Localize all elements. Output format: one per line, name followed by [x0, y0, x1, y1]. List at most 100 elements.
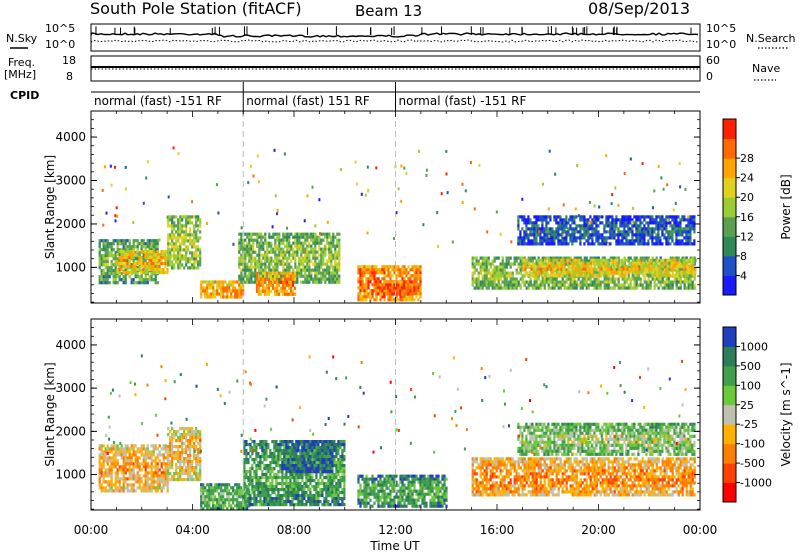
- data-cell: [244, 271, 247, 275]
- data-cell: [338, 250, 341, 254]
- data-cell: [379, 298, 382, 302]
- data-cell: [587, 227, 590, 231]
- data-cell: [258, 259, 261, 263]
- data-cell: [324, 280, 327, 284]
- data-cell: [581, 286, 584, 290]
- data-cell: [573, 215, 576, 219]
- data-cell: [252, 259, 255, 263]
- data-cell: [189, 448, 192, 452]
- scatter-cell: [437, 244, 439, 248]
- data-cell: [391, 274, 394, 278]
- data-cell: [555, 280, 558, 284]
- data-cell: [232, 286, 235, 290]
- data-cell: [693, 239, 696, 243]
- data-cell: [288, 265, 291, 269]
- data-cell: [173, 263, 176, 267]
- data-cell: [609, 242, 612, 246]
- data-cell: [407, 265, 410, 269]
- cpid-segment-label: normal (fast) 151 RF: [246, 94, 370, 108]
- data-cell: [167, 224, 170, 228]
- data-cell: [148, 456, 151, 460]
- data-cell: [266, 250, 269, 254]
- data-cell: [167, 433, 170, 437]
- data-cell: [286, 247, 289, 251]
- data-cell: [256, 253, 259, 257]
- data-cell: [195, 245, 198, 249]
- data-cell: [256, 232, 259, 236]
- data-cell: [671, 283, 674, 287]
- data-cell: [383, 286, 386, 290]
- data-cell: [631, 236, 634, 240]
- data-cell: [318, 253, 321, 257]
- data-cell: [116, 245, 119, 249]
- data-cell: [529, 239, 532, 243]
- data-cell: [106, 444, 109, 448]
- data-cell: [507, 274, 510, 278]
- data-cell: [112, 269, 115, 273]
- data-cell: [603, 239, 606, 243]
- data-cell: [183, 215, 186, 219]
- data-cell: [120, 262, 123, 266]
- data-cell: [608, 258, 611, 262]
- data-cell: [555, 215, 558, 219]
- data-cell: [371, 268, 374, 272]
- data-cell: [551, 233, 554, 237]
- data-cell: [254, 238, 257, 242]
- data-cell: [523, 242, 526, 246]
- data-cell: [134, 477, 137, 481]
- scatter-cell: [366, 165, 369, 169]
- data-cell: [132, 242, 135, 246]
- data-cell: [144, 474, 147, 478]
- data-cell: [212, 292, 215, 296]
- data-cell: [522, 264, 525, 268]
- data-cell: [527, 221, 530, 225]
- data-cell: [185, 236, 188, 240]
- data-cell: [156, 242, 159, 246]
- data-cell: [294, 244, 297, 248]
- data-cell: [142, 459, 145, 463]
- data-cell: [154, 281, 157, 285]
- data-cell: [393, 286, 396, 290]
- data-cell: [171, 433, 174, 437]
- data-cell: [267, 283, 271, 287]
- data-cell: [122, 278, 125, 282]
- data-cell: [312, 253, 315, 257]
- data-cell: [114, 459, 117, 463]
- data-cell: [665, 242, 668, 246]
- data-cell: [653, 236, 656, 240]
- data-cell: [294, 241, 297, 245]
- data-cell: [647, 239, 650, 243]
- scatter-cell: [103, 165, 106, 169]
- scatter-cell: [631, 220, 634, 224]
- data-cell: [597, 230, 600, 234]
- data-cell: [314, 280, 317, 284]
- data-cell: [409, 274, 412, 278]
- data-cell: [118, 447, 121, 451]
- scatter-cell: [311, 185, 314, 189]
- data-cell: [152, 278, 155, 282]
- data-cell: [152, 486, 155, 490]
- data-cell: [142, 278, 145, 282]
- data-cell: [554, 258, 557, 262]
- data-cell: [657, 224, 660, 228]
- data-cell: [637, 236, 640, 240]
- data-cell: [296, 238, 299, 242]
- data-cell: [248, 244, 251, 248]
- data-cell: [312, 277, 315, 281]
- data-cell: [326, 265, 329, 269]
- data-cell: [167, 460, 170, 464]
- data-cell: [146, 480, 149, 484]
- data-cell: [179, 227, 182, 231]
- data-cell: [665, 277, 668, 281]
- data-cell: [675, 286, 678, 290]
- data-cell: [627, 224, 630, 228]
- data-cell: [528, 261, 531, 265]
- data-cell: [181, 227, 184, 231]
- scatter-cell: [276, 212, 278, 216]
- data-cell: [124, 480, 127, 484]
- data-cell: [277, 292, 281, 296]
- data-cell: [623, 262, 626, 266]
- data-cell: [242, 268, 245, 272]
- data-cell: [183, 457, 186, 461]
- data-cell: [641, 256, 644, 260]
